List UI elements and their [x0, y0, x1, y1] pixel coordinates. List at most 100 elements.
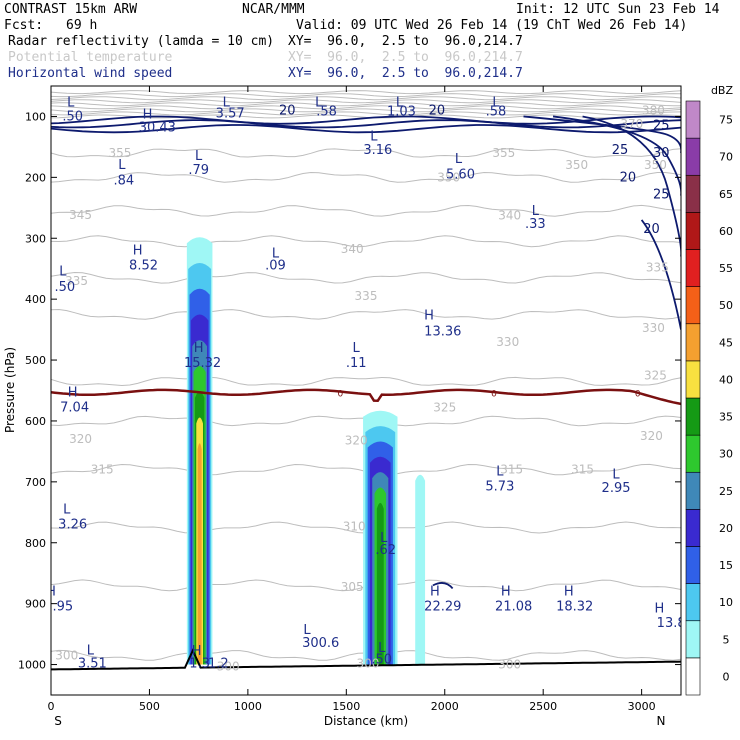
- freezing-level-line: [51, 388, 681, 406]
- colorbar-label: 10: [719, 596, 733, 609]
- theta-label: 330: [496, 335, 519, 349]
- extremum-annotation: L: [532, 204, 540, 219]
- y-tick-label: 1000: [18, 659, 46, 672]
- extremum-annotation: 22.29: [424, 600, 461, 615]
- reflectivity-cell-1-35: [376, 502, 384, 665]
- wind-contour: [51, 124, 681, 134]
- theta-contour-335: [51, 271, 681, 284]
- extremum-annotation: .33: [525, 217, 546, 232]
- extremum-annotation: .95: [52, 600, 73, 615]
- extremum-annotation: 21.08: [495, 600, 532, 615]
- wind-contour: [51, 119, 681, 129]
- extremum-annotation: 5.60: [446, 167, 475, 182]
- extremum-annotation: 1.3: [189, 656, 210, 671]
- extremum-annotation: H: [194, 341, 204, 356]
- theta-contour-strat: [51, 93, 681, 98]
- x-end-label-north: N: [657, 714, 666, 728]
- extremum-annotation: H: [501, 584, 511, 599]
- theta-contour-strat: [51, 111, 681, 116]
- extremum-annotation: L: [353, 341, 361, 356]
- extremum-annotation: L: [455, 152, 463, 167]
- extremum-annotation: L: [380, 531, 388, 546]
- colorbar-box-0: [685, 657, 701, 696]
- theta-label: 320: [345, 433, 368, 447]
- wind-contour: [432, 582, 454, 590]
- extremum-annotation: H: [46, 584, 56, 599]
- x-tick-label: 0: [48, 700, 55, 713]
- theta-contour-350: [51, 171, 681, 183]
- extremum-annotation: 30.43: [139, 120, 176, 135]
- colorbar-box-40: [685, 360, 701, 399]
- extremum-annotation: 2.95: [602, 481, 631, 496]
- extremum-annotation: L: [378, 641, 386, 656]
- colorbar-label: 55: [719, 262, 733, 275]
- y-tick-label: 600: [25, 415, 46, 428]
- extremum-annotation: L: [67, 95, 75, 110]
- wind-label: 20: [643, 222, 660, 237]
- y-tick-label: 100: [25, 110, 46, 123]
- colorbar-label: 5: [723, 633, 730, 646]
- wind-label: 20: [620, 170, 637, 185]
- extremum-annotation: 13.36: [424, 324, 461, 339]
- theta-label: 335: [65, 274, 88, 288]
- x-tick-label: 1500: [332, 700, 360, 713]
- theta-contour-strat: [51, 105, 681, 110]
- extremum-annotation: .84: [114, 173, 135, 188]
- wind-contour: [523, 115, 681, 153]
- colorbar-box-15: [685, 546, 701, 584]
- extremum-annotation: .50: [54, 280, 75, 295]
- y-tick-label: 200: [25, 171, 46, 184]
- colorbar-box-70: [685, 137, 701, 176]
- theta-label: 315: [91, 463, 114, 477]
- colorbar-label: 75: [719, 114, 733, 127]
- theta-label: 345: [69, 208, 92, 222]
- freezing-level-label: 0: [491, 390, 497, 400]
- extremum-annotation: 3.57: [216, 106, 245, 121]
- colorbar-box-35: [685, 397, 701, 436]
- x-tick-label: 500: [139, 700, 160, 713]
- y-tick-label: 700: [25, 476, 46, 489]
- theta-contour-strat: [51, 96, 681, 101]
- org-label: NCAR/MMM: [242, 2, 305, 17]
- extremum-annotation: H: [430, 584, 440, 599]
- theta-label: 300: [217, 659, 240, 673]
- colorbar-label: 30: [719, 448, 733, 461]
- field-label-wind: Horizontal wind speed: [8, 66, 173, 81]
- freezing-level-label: 0: [338, 390, 344, 400]
- theta-contour-strat: [51, 108, 681, 113]
- colorbar-label: 25: [719, 485, 733, 498]
- colorbar-label: 15: [719, 559, 733, 572]
- colorbar-box-25: [685, 471, 701, 510]
- field-xy-wind: XY= 96.0, 2.5 to 96.0,214.7: [288, 66, 523, 81]
- extremum-annotation: L: [612, 468, 620, 483]
- colorbar-label: 40: [719, 373, 733, 386]
- theta-contour-325: [51, 376, 681, 387]
- extremum-annotation: H: [192, 644, 202, 659]
- forecast-label: Fcst:: [4, 18, 44, 33]
- y-axis-label: Pressure (hPa): [3, 347, 17, 433]
- wind-contour: [640, 219, 681, 330]
- extremum-annotation: L: [63, 502, 71, 517]
- y-tick-label: 300: [25, 232, 46, 245]
- theta-label: 355: [108, 146, 131, 160]
- extremum-annotation: .50: [62, 109, 83, 124]
- field-xy-theta: XY= 96.0, 2.5 to 96.0,214.7: [288, 50, 523, 65]
- theta-contour-345: [51, 204, 681, 217]
- colorbar-box-20: [685, 509, 701, 547]
- extremum-annotation: 5.73: [485, 480, 514, 495]
- reflectivity-cell-0-45: [197, 443, 202, 665]
- colorbar-unit: dBZ: [711, 84, 734, 97]
- colorbar-label: 65: [719, 188, 733, 201]
- colorbar-box-60: [685, 212, 701, 250]
- model-title: CONTRAST 15km ARW: [4, 2, 138, 17]
- wind-label: 20: [279, 103, 296, 118]
- x-tick-label: 2500: [529, 700, 557, 713]
- extremum-annotation: 7.04: [60, 401, 89, 416]
- forecast-hours: 69 h: [66, 18, 98, 33]
- x-tick-label: 1000: [234, 700, 262, 713]
- colorbar-label: 35: [719, 411, 733, 424]
- extremum-annotation: L: [492, 95, 500, 110]
- extremum-annotation: 1.2: [208, 656, 229, 671]
- extremum-annotation: .58: [316, 105, 337, 120]
